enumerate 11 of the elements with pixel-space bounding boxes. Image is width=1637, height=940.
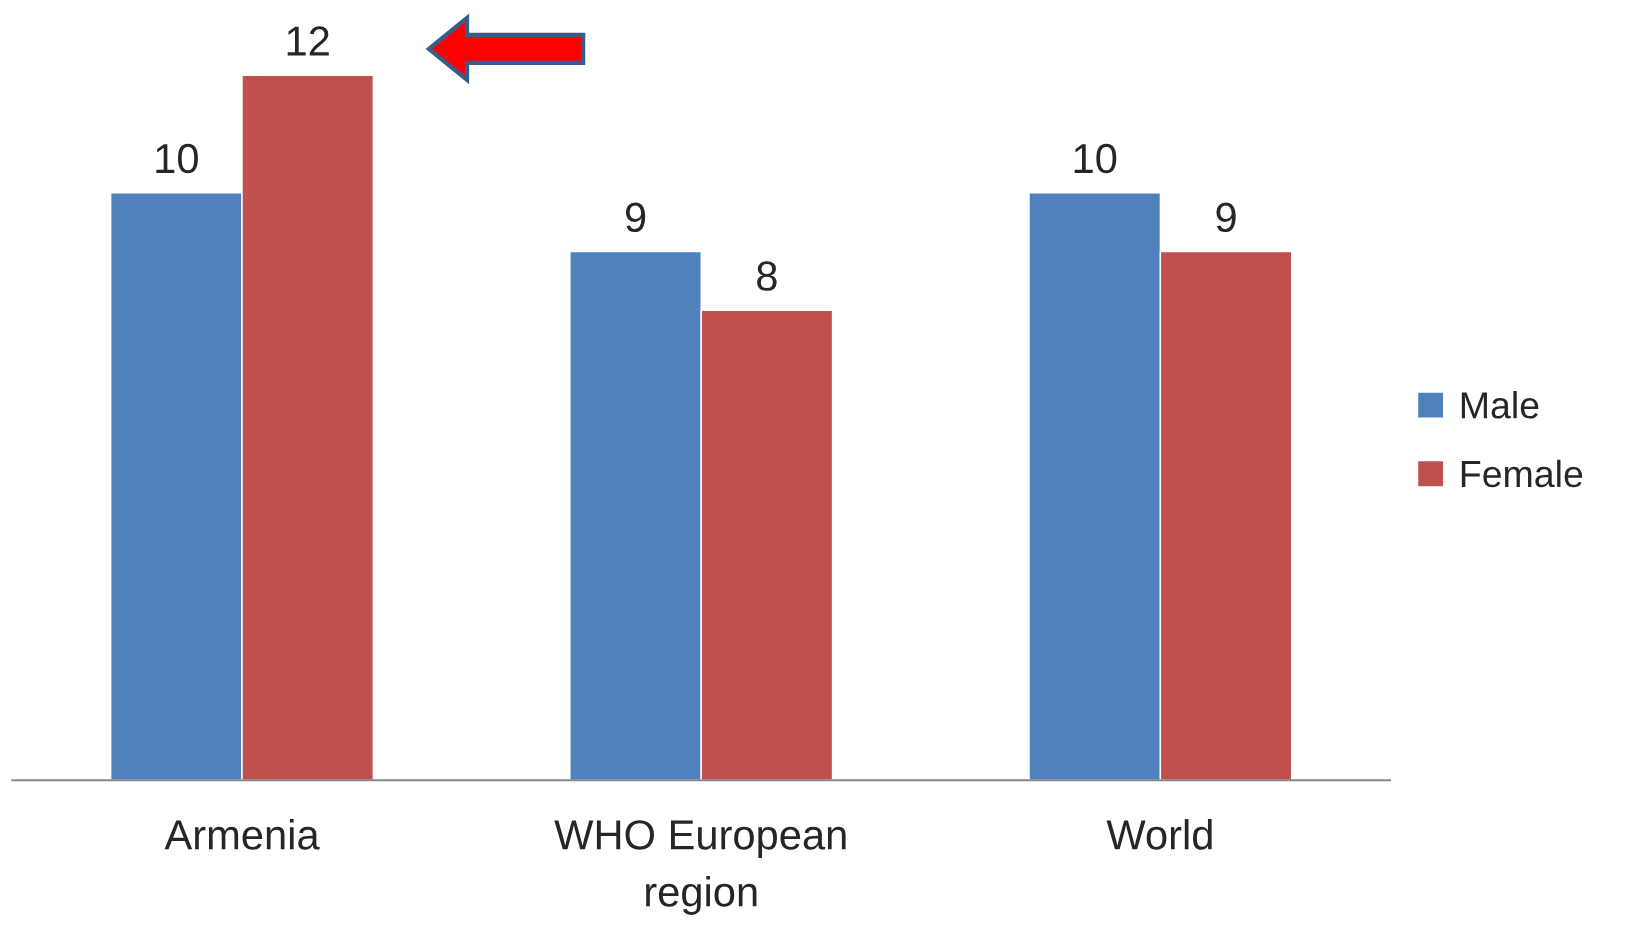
data-label: 9 bbox=[1216, 202, 1236, 233]
data-label: 10 bbox=[156, 143, 198, 174]
data-label: 8 bbox=[757, 261, 777, 291]
data-label: 10 bbox=[1074, 143, 1117, 174]
data-label: 9 bbox=[625, 202, 646, 233]
x-tick-label: World bbox=[1106, 819, 1212, 850]
data-label: 12 bbox=[287, 26, 329, 56]
x-tick-label: WHO European region bbox=[554, 820, 846, 915]
legend-label: Male bbox=[1461, 391, 1539, 419]
x-tick-label: Armenia bbox=[164, 819, 320, 850]
legend-label: Female bbox=[1461, 459, 1583, 488]
